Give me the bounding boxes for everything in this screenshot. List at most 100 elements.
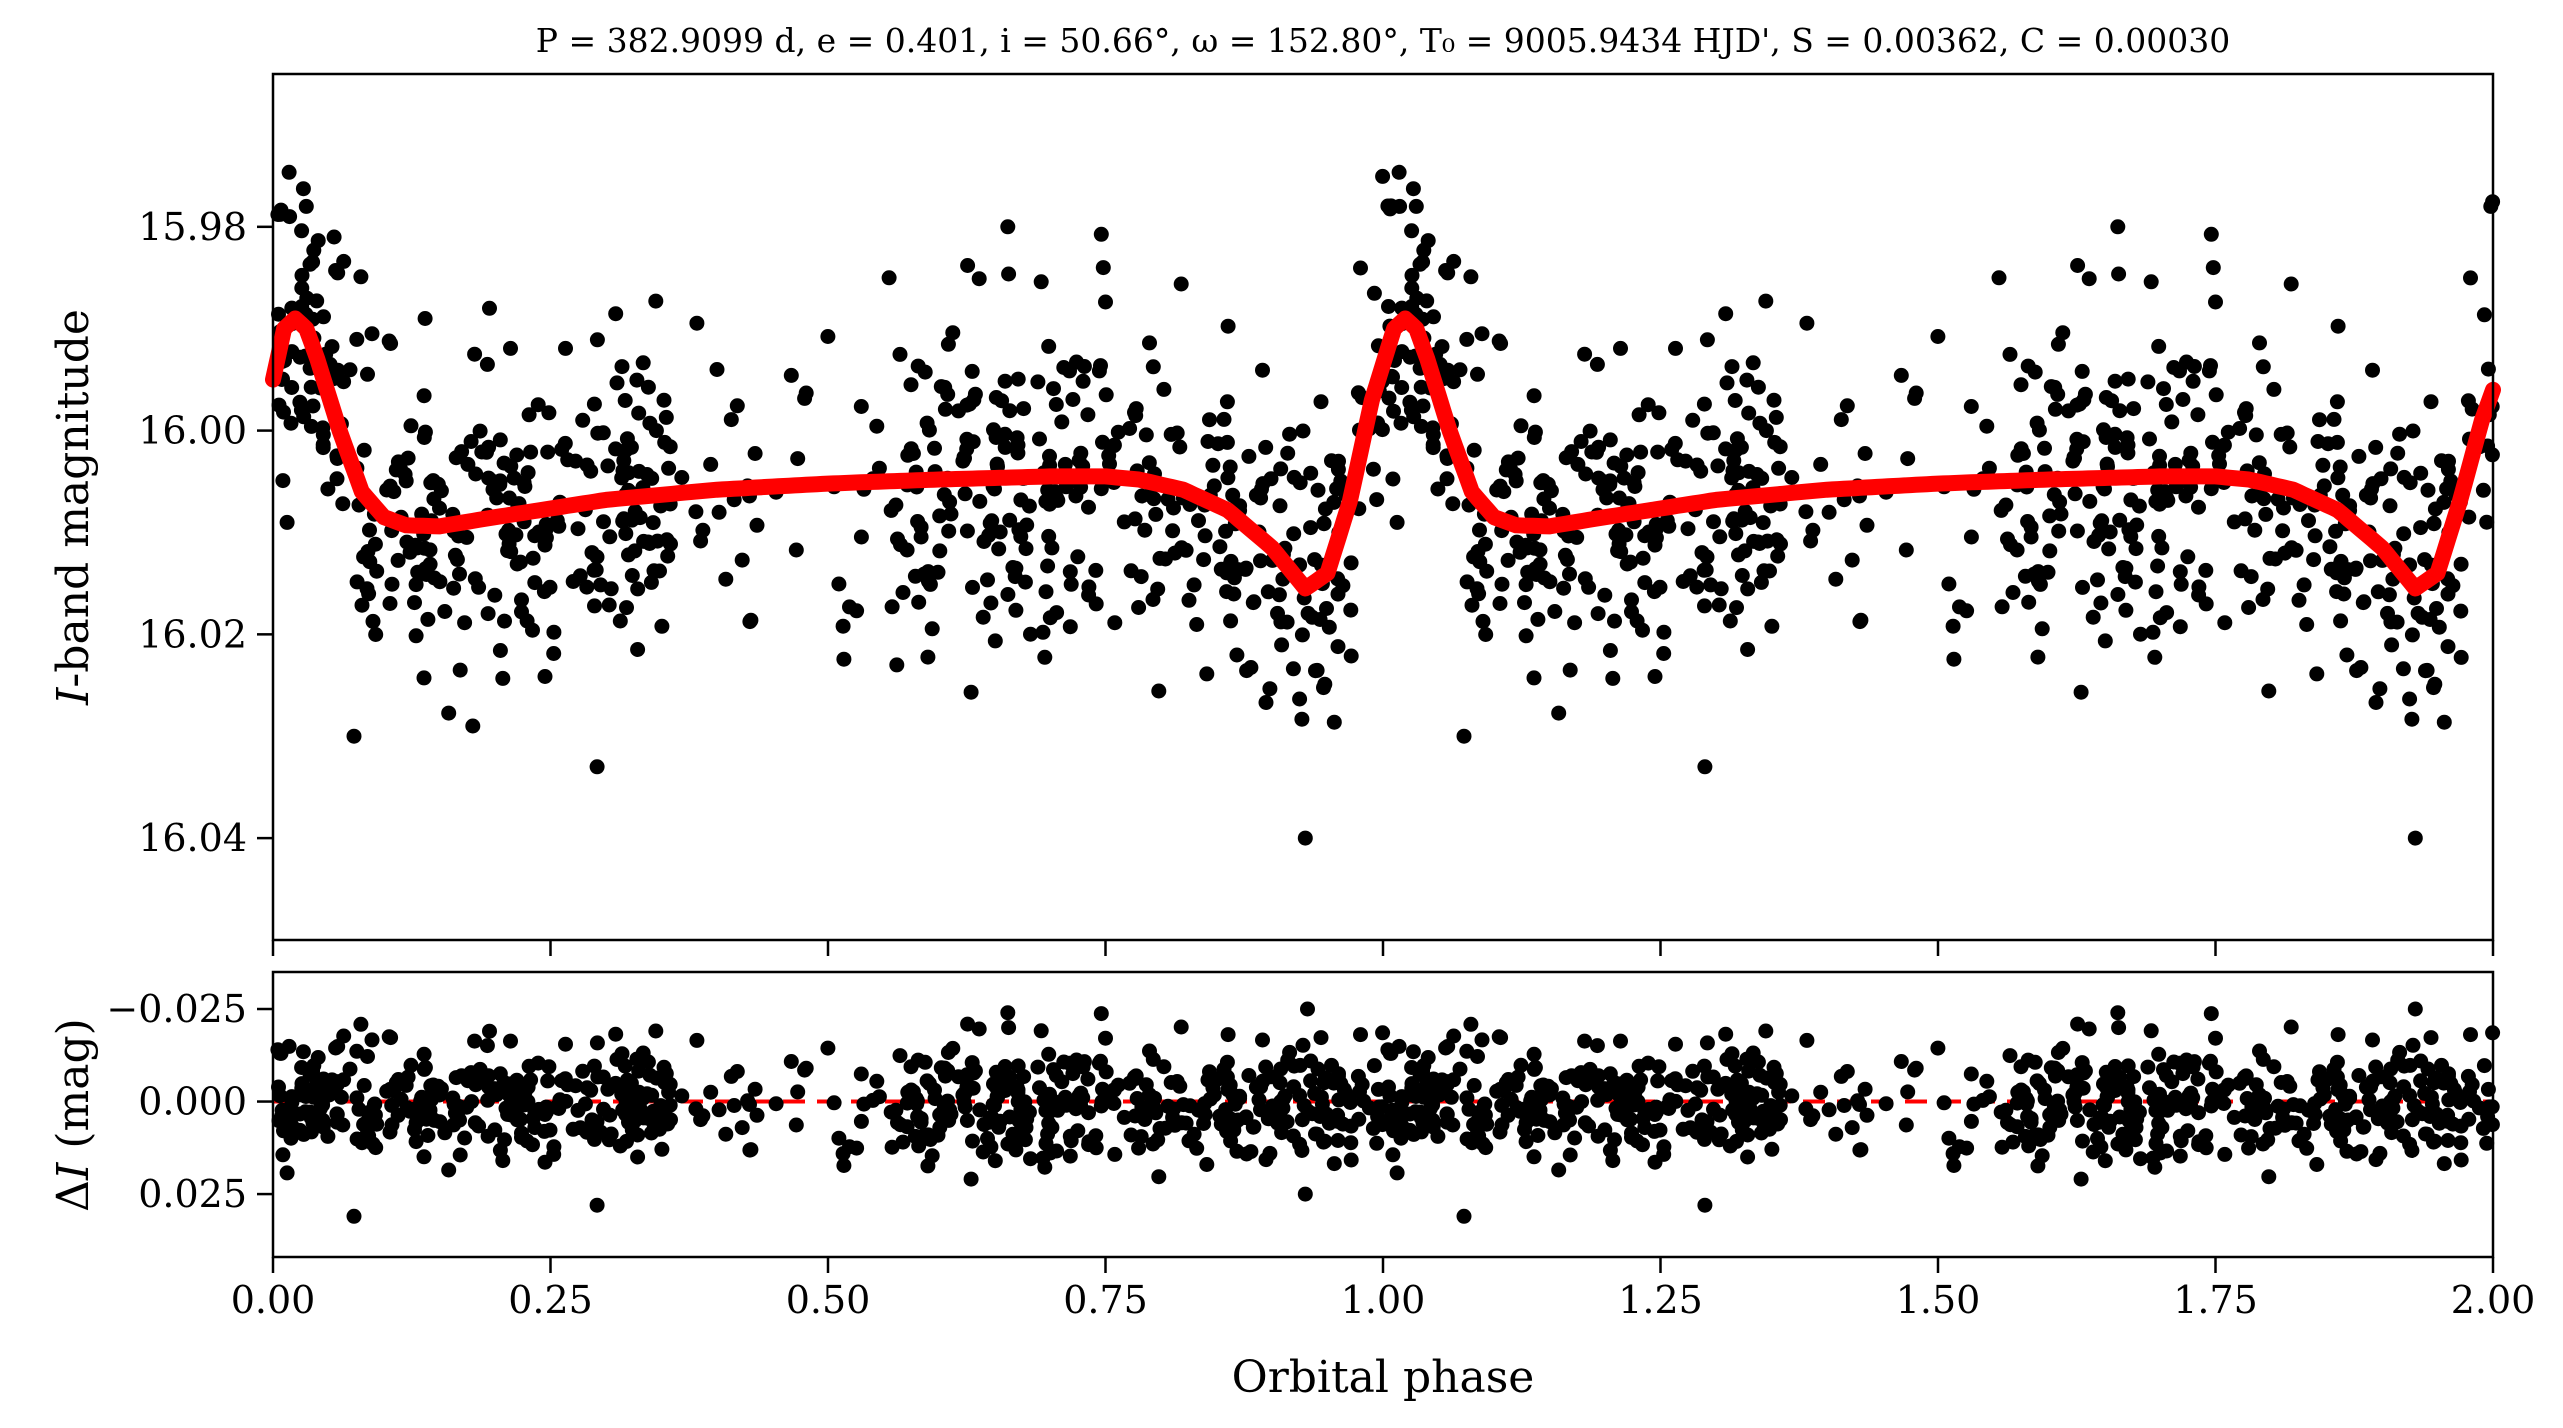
bottom-data-point xyxy=(418,1111,434,1127)
top-data-point xyxy=(1080,407,1096,423)
top-data-point xyxy=(2053,506,2069,522)
bottom-data-point xyxy=(1689,1080,1705,1096)
top-data-point xyxy=(1770,548,1786,564)
top-data-point xyxy=(1602,432,1618,448)
bottom-data-point xyxy=(1381,1079,1396,1095)
bottom-data-point xyxy=(910,1109,926,1124)
top-data-point xyxy=(1445,496,1461,512)
bottom-data-point xyxy=(328,1040,344,1056)
top-data-point xyxy=(703,456,719,472)
top-data-point xyxy=(1286,526,1302,542)
top-data-point xyxy=(964,363,980,379)
bottom-data-point xyxy=(1042,1104,1058,1120)
top-data-point xyxy=(627,503,643,519)
bottom-data-point xyxy=(2220,1077,2236,1093)
bottom-data-point xyxy=(2238,1068,2254,1084)
bottom-data-point xyxy=(1350,1068,1366,1084)
bottom-data-point xyxy=(1724,1046,1740,1062)
top-data-point xyxy=(997,373,1013,389)
top-data-point xyxy=(1472,522,1487,538)
top-data-point xyxy=(2070,258,2086,273)
bottom-data-point xyxy=(336,1028,352,1044)
top-data-point xyxy=(943,506,959,522)
bottom-data-point xyxy=(2150,1126,2166,1142)
top-data-point xyxy=(1017,574,1033,590)
top-data-point xyxy=(1010,445,1026,461)
top-data-point xyxy=(1821,504,1837,520)
top-data-point xyxy=(1046,381,1061,397)
bottom-data-point xyxy=(589,1197,605,1213)
top-data-point xyxy=(1294,711,1310,727)
top-data-point xyxy=(1963,399,1979,414)
top-y-ticks: 15.98 16.00 16.02 16.04 xyxy=(138,205,273,860)
top-data-point xyxy=(1762,563,1777,579)
bottom-data-point xyxy=(1508,1077,1524,1093)
top-data-point xyxy=(2075,579,2090,595)
bottom-data-point xyxy=(1551,1162,1567,1178)
bottom-data-point xyxy=(362,1104,377,1120)
top-data-point xyxy=(1205,457,1221,473)
top-data-point xyxy=(2429,601,2444,616)
bottom-data-point xyxy=(1001,1020,1017,1036)
bottom-data-point xyxy=(1591,1079,1607,1095)
top-data-point xyxy=(989,456,1005,472)
bottom-data-point xyxy=(1963,1113,1979,1129)
bottom-data-point xyxy=(2097,1153,2113,1169)
top-data-point xyxy=(1859,517,1875,533)
top-data-point xyxy=(997,426,1013,442)
top-data-point xyxy=(354,597,370,613)
bottom-data-point xyxy=(1459,1043,1475,1059)
top-panel: 15.98 16.00 16.02 16.04 I-band magnitude xyxy=(48,72,2501,956)
top-data-point xyxy=(1562,662,1578,678)
top-data-point xyxy=(1697,759,1713,775)
bottom-data-point xyxy=(2090,1131,2105,1146)
top-data-point xyxy=(1131,600,1147,615)
bottom-data-point xyxy=(2140,1059,2156,1075)
bottom-data-point xyxy=(1750,1054,1766,1070)
top-data-point xyxy=(441,705,457,721)
top-data-point xyxy=(2475,482,2491,498)
bottom-data-point xyxy=(883,1104,899,1120)
bottom-data-point xyxy=(1766,1059,1782,1075)
bottom-data-point xyxy=(1706,1101,1721,1117)
bottom-data-point xyxy=(275,1147,291,1163)
top-data-point xyxy=(500,543,516,559)
bottom-data-point xyxy=(2445,1116,2461,1132)
top-data-point xyxy=(2034,621,2050,637)
top-data-point xyxy=(353,269,369,285)
bottom-data-point xyxy=(2406,1098,2422,1113)
bottom-data-point xyxy=(1273,1117,1289,1132)
bottom-data-point xyxy=(1326,1075,1342,1091)
top-data-point xyxy=(2203,358,2218,374)
bottom-data-point xyxy=(587,1131,602,1147)
bottom-data-point xyxy=(2255,1051,2271,1067)
top-data-point xyxy=(1753,574,1769,590)
bottom-data-point xyxy=(1408,1089,1424,1104)
top-data-point xyxy=(1394,380,1410,395)
top-data-point xyxy=(1326,714,1342,730)
top-data-point xyxy=(643,574,659,590)
top-data-point xyxy=(2102,524,2118,540)
top-data-point xyxy=(1416,242,1432,258)
top-data-point xyxy=(936,487,952,503)
bottom-data-point xyxy=(608,1026,624,1042)
top-data-point xyxy=(2301,513,2316,529)
top-data-point xyxy=(1952,599,1967,615)
top-data-point xyxy=(1366,285,1382,301)
top-data-point xyxy=(1755,515,1771,531)
bottom-data-point xyxy=(1434,1080,1450,1096)
bottom-data-point xyxy=(2247,1112,2263,1127)
bottom-data-point xyxy=(1094,1094,1110,1109)
bottom-data-point xyxy=(798,1060,814,1076)
top-data-point xyxy=(1438,263,1454,278)
top-data-point xyxy=(2453,603,2469,619)
bottom-data-point xyxy=(1764,1141,1780,1157)
bottom-data-point xyxy=(271,1079,286,1095)
bottom-data-point xyxy=(826,1095,842,1111)
top-data-point xyxy=(596,514,611,530)
top-data-point xyxy=(303,379,319,395)
top-data-point xyxy=(615,513,631,529)
top-data-point xyxy=(2330,470,2346,486)
bottom-data-point xyxy=(1567,1130,1583,1146)
top-data-point xyxy=(1156,381,1172,397)
